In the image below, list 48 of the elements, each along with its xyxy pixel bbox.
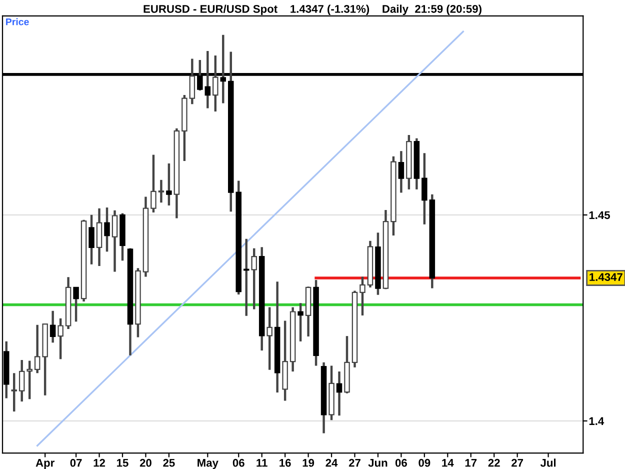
candlestick [34, 324, 40, 374]
x-tick-label: May [198, 459, 218, 469]
candlestick [11, 372, 17, 413]
candlestick [26, 360, 32, 400]
candlestick [158, 178, 164, 204]
candlestick [360, 276, 366, 317]
candlestick [18, 358, 25, 403]
candlestick [422, 152, 428, 226]
x-tick-label: 12 [94, 458, 106, 467]
x-tick-label: 27 [348, 458, 360, 467]
candlestick [58, 317, 64, 360]
x-tick-label: 17 [465, 459, 477, 467]
candlestick [112, 209, 118, 273]
y-tick-label: 1.45 [589, 211, 610, 220]
x-tick-label: 09 [418, 458, 430, 467]
x-tick-label: 22 [488, 458, 500, 467]
x-tick-label: 19 [302, 458, 314, 467]
candlestick [398, 150, 404, 194]
x-tick-label: 16 [280, 458, 291, 467]
candlestick [336, 370, 342, 417]
x-tick-label: Jul [540, 458, 556, 467]
x-tick-label: 07 [70, 458, 82, 467]
candlestick [150, 154, 156, 214]
y-tick-label: 1.4 [589, 417, 604, 425]
candlestick [50, 310, 56, 344]
x-tick-label: 24 [326, 458, 338, 467]
text: 1.4347 [590, 273, 622, 281]
candlestick [73, 286, 79, 323]
chart-title: EURUSD - EUR/USD Spot 1.4347 (-1.31%) Daily 21:59 (20:59) [144, 4, 482, 16]
x-tick-label: Apr [36, 459, 54, 469]
candlestick [298, 302, 304, 343]
candlestick [166, 162, 172, 207]
x-tick-label: Jun [368, 459, 388, 467]
x-tick-label: 11 [256, 459, 268, 467]
x-tick-label: 06 [395, 458, 407, 467]
candlestick [88, 214, 94, 266]
x-tick-label: 15 [117, 459, 128, 467]
candlestick [189, 58, 196, 106]
candlestick [104, 206, 110, 253]
x-tick-label: 25 [163, 458, 175, 467]
x-tick-label: 14 [442, 459, 454, 467]
candlestick [251, 247, 257, 310]
x-tick-label: 27 [512, 458, 524, 467]
x-tick-label: 06 [232, 458, 244, 467]
candlestick [212, 54, 218, 113]
candlestick [266, 306, 272, 371]
x-tick-label: 20 [140, 458, 152, 467]
annotation: Price [6, 18, 29, 26]
